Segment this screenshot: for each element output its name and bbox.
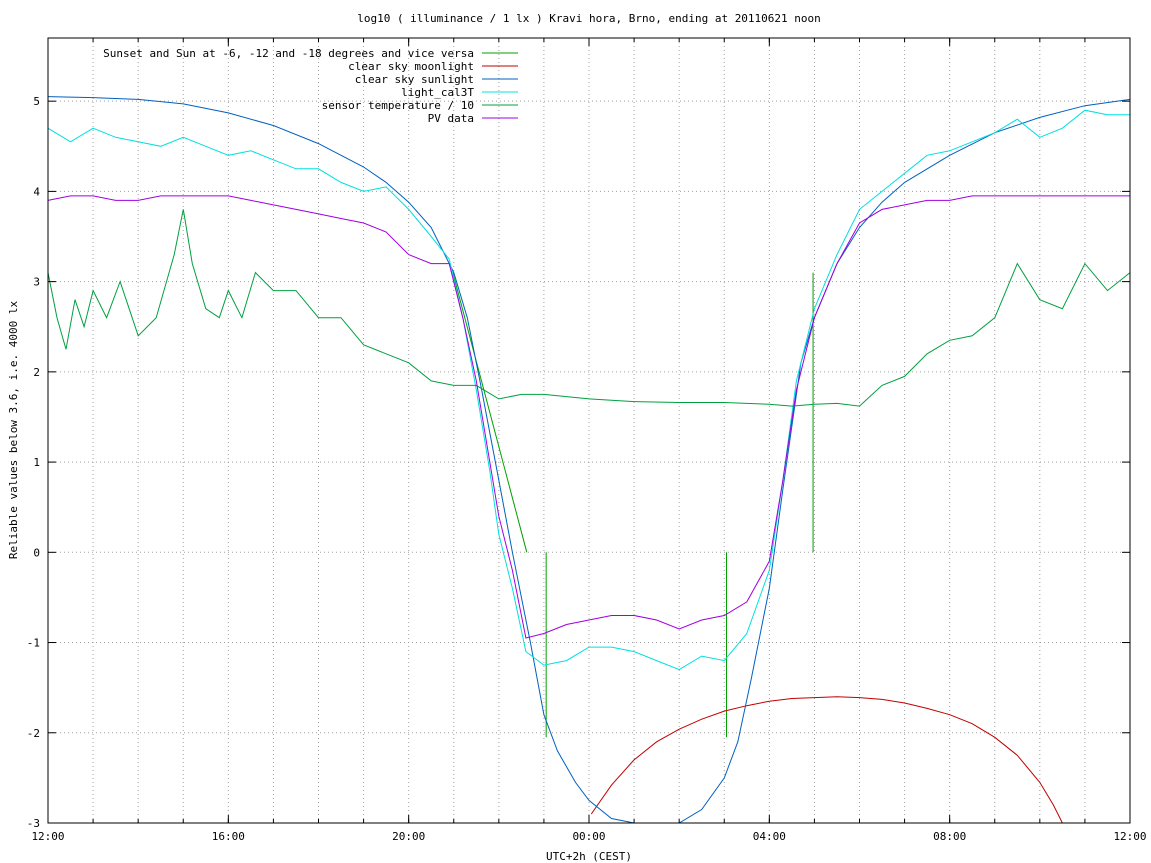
axis-ticks: 12:00 16:00 20:00 00:00 04:00 08:00 12:00-3-2-… <box>27 38 1147 843</box>
series-3-line <box>47 109 1130 671</box>
legend-label: light_cal3T <box>401 86 474 99</box>
chart-title: log10 ( illuminance / 1 lx ) Kravi hora,… <box>357 12 821 25</box>
legend: Sunset and Sun at -6, -12 and -18 degree… <box>103 47 518 125</box>
series-layer <box>47 96 1131 824</box>
y-tick-label: 2 <box>33 366 40 379</box>
x-tick-label: 04:00 <box>753 830 786 843</box>
legend-label: PV data <box>428 112 474 125</box>
series-1-line <box>590 696 1063 824</box>
y-tick-label: 5 <box>33 95 40 108</box>
grid <box>48 38 1130 823</box>
series-2-line <box>47 96 1131 824</box>
y-tick-label: 4 <box>33 185 40 198</box>
y-tick-label: -1 <box>27 637 40 650</box>
x-tick-label: 00:00 <box>572 830 605 843</box>
x-tick-label: 08:00 <box>933 830 966 843</box>
x-tick-label: 16:00 <box>212 830 245 843</box>
series-0-impulses <box>452 272 814 738</box>
legend-label: clear sky moonlight <box>348 60 474 73</box>
series-5-line <box>47 195 1130 639</box>
y-tick-label: -2 <box>27 727 40 740</box>
y-axis-label: Reliable values below 3.6, i.e. 4000 lx <box>7 300 20 559</box>
x-axis-label: UTC+2h (CEST) <box>546 850 632 863</box>
legend-label: clear sky sunlight <box>355 73 474 86</box>
x-tick-label: 20:00 <box>392 830 425 843</box>
legend-label: sensor temperature / 10 <box>322 99 474 112</box>
y-tick-label: 0 <box>33 546 40 559</box>
y-tick-label: -3 <box>27 817 40 830</box>
y-tick-label: 3 <box>33 276 40 289</box>
x-tick-label: 12:00 <box>31 830 64 843</box>
x-tick-label: 12:00 <box>1113 830 1146 843</box>
sun-marker-line <box>452 272 528 553</box>
legend-label: Sunset and Sun at -6, -12 and -18 degree… <box>103 47 474 60</box>
y-tick-label: 1 <box>33 456 40 469</box>
series-4-line <box>47 209 1131 407</box>
